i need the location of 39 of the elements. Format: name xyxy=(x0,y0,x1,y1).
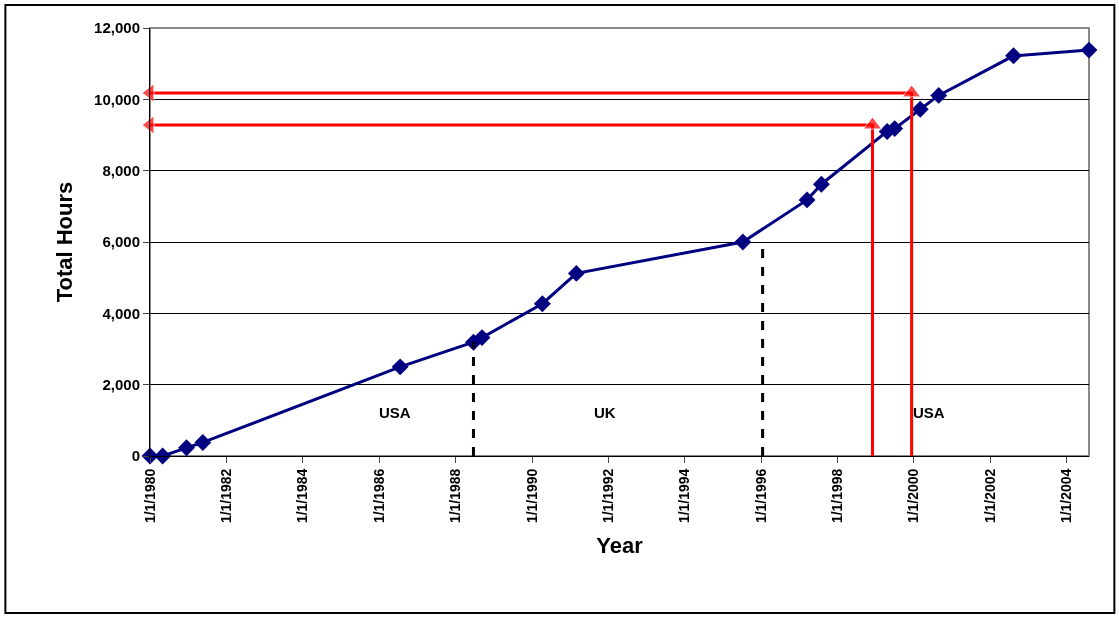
point xyxy=(911,100,929,118)
y-tick-label: 6,000 xyxy=(102,233,140,251)
point xyxy=(567,264,585,282)
x-tick-label: 1/1/1988 xyxy=(447,468,464,524)
annotation: USA xyxy=(379,404,411,421)
point xyxy=(812,175,830,193)
x-tick-label: 1/1/2000 xyxy=(905,468,922,524)
y-tick-label: 2,000 xyxy=(102,375,140,393)
x-tick-label: 1/1/1998 xyxy=(829,468,846,524)
x-tick-label: 1/1/1992 xyxy=(599,468,616,524)
x-tick-label: 1/1/1990 xyxy=(523,468,540,524)
x-tick-label: 1/1/1994 xyxy=(676,468,693,524)
y-axis-title: Total Hours xyxy=(51,181,77,303)
x-tick-label: 1/1/1982 xyxy=(218,468,234,524)
x-tick-label: 1/1/1980 xyxy=(141,468,158,524)
point xyxy=(473,329,491,347)
x-axis-title: Year xyxy=(596,533,644,558)
x-tick-label: 1/1/1984 xyxy=(294,468,311,524)
y-tick-label: 12,000 xyxy=(94,19,140,37)
point xyxy=(798,191,816,209)
x-tick-label: 1/1/2002 xyxy=(981,468,998,524)
point xyxy=(930,86,948,104)
point xyxy=(1005,47,1022,65)
x-tick-label: 1/1/1986 xyxy=(370,468,387,524)
point xyxy=(1080,41,1098,59)
point xyxy=(178,439,195,457)
annotation: USA xyxy=(913,404,945,421)
point xyxy=(194,434,212,451)
y-tick-label: 8,000 xyxy=(102,161,140,179)
y-tick-label: 4,000 xyxy=(102,304,140,322)
point xyxy=(154,447,172,465)
point xyxy=(734,233,752,251)
annotation: UK xyxy=(594,404,616,421)
y-tick-label: 10,000 xyxy=(94,90,140,108)
point xyxy=(391,358,409,376)
x-tick-label: 1/1/2004 xyxy=(1058,468,1075,524)
y-tick-label: 0 xyxy=(131,447,140,465)
point xyxy=(533,295,551,313)
x-tick-label: 1/1/1996 xyxy=(752,468,769,524)
